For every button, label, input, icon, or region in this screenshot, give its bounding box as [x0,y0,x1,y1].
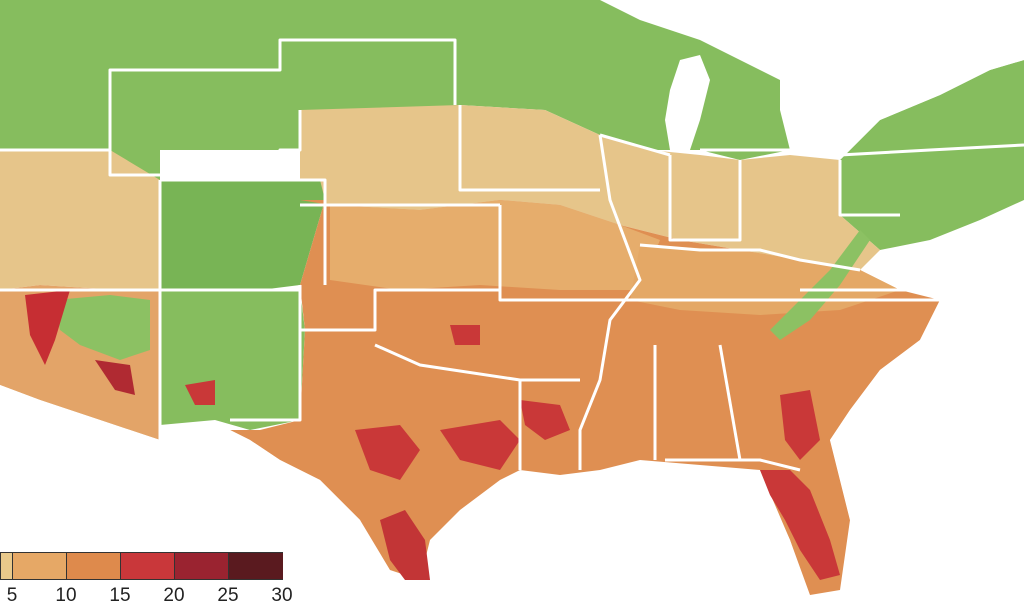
region-georgia-red [780,390,820,460]
legend-tick-label: 30 [271,585,293,606]
legend-tick-label: 10 [55,585,77,606]
region-louisiana-red [520,400,570,440]
region-houston-red [440,420,520,470]
border-ohio-river [639,243,861,272]
border-north-1 [0,38,457,152]
region-oklahoma-red [450,325,480,345]
map-legend: 5 10 15 20 25 30 [0,550,300,606]
border-ia-mo [458,105,600,192]
legend-tick-label: 25 [217,585,239,606]
region-northwest-green [0,0,460,200]
water [0,40,1024,600]
lake-michigan [665,55,710,150]
region-az-green [55,295,150,360]
border-nm-tx [230,290,302,422]
border-wy-co [108,110,302,177]
border-al-ga [718,344,742,461]
border-mississippi [578,134,642,470]
region-mountain-green [160,180,325,290]
lake-huron-erie [780,40,1024,160]
region-upper-midwest-green [460,0,790,160]
region-midsouth-light [330,200,660,290]
region-appalachia-green [770,230,870,340]
border-ny [839,143,1024,157]
border-oh-pa [838,160,900,217]
legend-swatch [121,553,175,579]
legend-swatch [1,553,13,579]
region-plains-tan [300,105,880,270]
legend-swatch [67,553,121,579]
border-mo-ar [498,205,610,302]
region-tn-ky-light [630,245,900,315]
border-ok-tx [374,343,522,470]
region-nm-green [160,290,305,430]
region-west-tan [0,150,160,290]
border-in-oh [668,155,742,242]
legend-swatch [13,553,67,579]
region-nm-red [185,380,215,405]
gulf-of-mexico [430,470,810,600]
region-az-red-2 [95,360,135,395]
region-florida-red [760,470,840,580]
legend-tick-label: 5 [6,585,18,606]
border-co-ks [160,178,327,285]
legend-tick-label: 15 [109,585,131,606]
pacific-south [0,385,390,600]
border-il-in [599,133,671,157]
region-northeast-green [840,60,1024,250]
state-borders [0,38,1024,472]
legend-tick-label: 20 [163,585,185,606]
region-az-red [25,290,70,365]
legend-swatch [229,553,283,579]
region-texas-red [355,425,420,480]
region-texas-red-coast [380,510,430,580]
border-ga-fl [665,458,801,472]
legend-color-bar [0,552,283,580]
legend-swatch [175,553,229,579]
atlantic [830,200,1024,600]
